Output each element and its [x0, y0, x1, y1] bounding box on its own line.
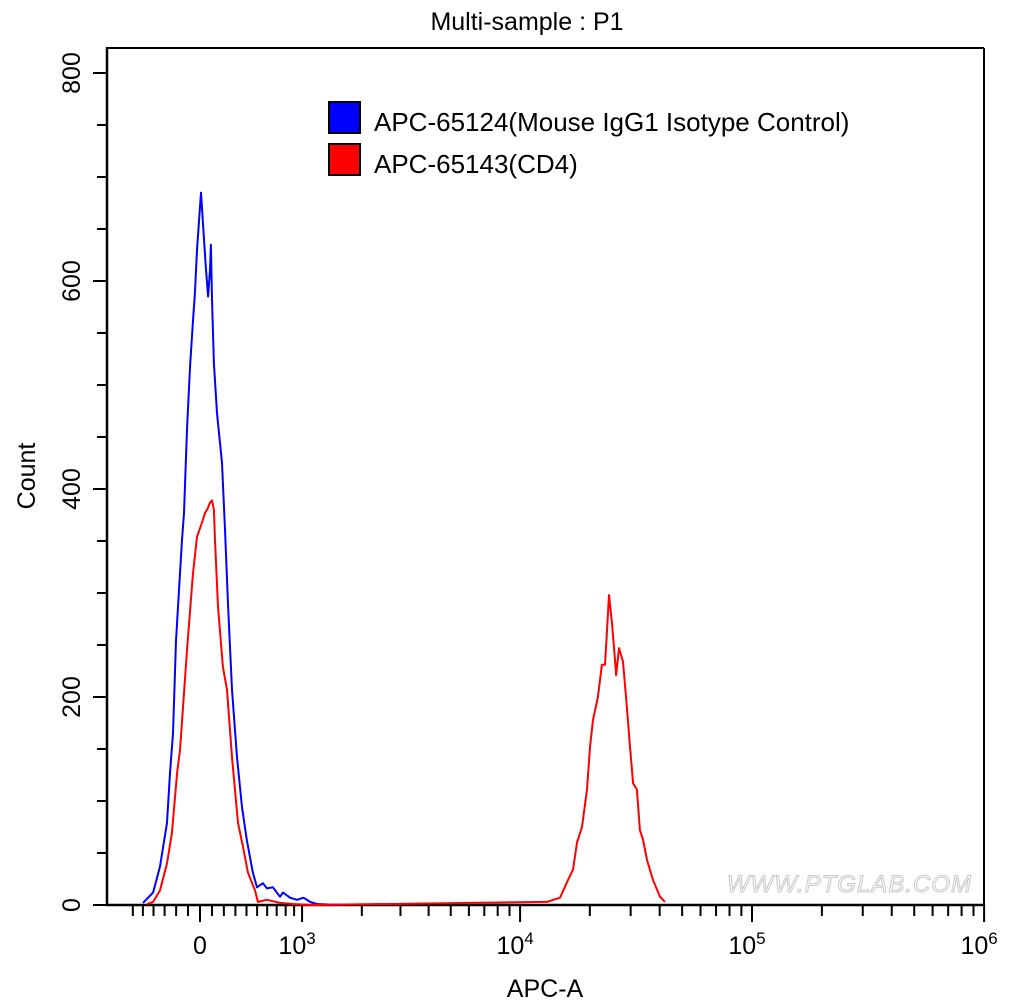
y-axis-label: Count: [13, 443, 41, 510]
series-line-cd4: [146, 499, 666, 906]
x-tick-exponent: 6: [988, 929, 997, 948]
legend-swatch-red: [328, 143, 361, 176]
y-tick-label: 600: [58, 260, 86, 302]
legend: APC-65124(Mouse IgG1 Isotype Control) AP…: [328, 101, 849, 179]
legend-swatch-blue: [328, 101, 361, 134]
x-tick-label: 105: [728, 929, 765, 960]
legend-item-isotype: APC-65124(Mouse IgG1 Isotype Control): [328, 101, 849, 137]
watermark: WWW.PTGLAB.COM: [727, 871, 972, 898]
x-tick-exponent: 3: [306, 929, 315, 948]
y-axis-ticks: 0 200 400 600 800: [58, 52, 107, 912]
y-tick-label: 800: [58, 52, 86, 94]
x-tick-base: 10: [496, 932, 524, 960]
x-tick-label: 0: [193, 932, 207, 960]
y-tick-label: 200: [58, 676, 86, 718]
x-tick-label: 104: [496, 929, 533, 960]
x-tick-base: 10: [278, 932, 306, 960]
y-tick-label: 400: [58, 468, 86, 510]
chart-title: Multi-sample : P1: [430, 8, 623, 36]
series-line-isotype: [142, 191, 341, 906]
x-tick-base: 10: [960, 932, 988, 960]
x-tick-label: 106: [960, 929, 997, 960]
series-group: [142, 191, 666, 906]
x-tick-label: 103: [278, 929, 315, 960]
legend-label-cd4: APC-65143(CD4): [374, 149, 578, 179]
x-tick-base: 10: [728, 932, 756, 960]
legend-label-isotype: APC-65124(Mouse IgG1 Isotype Control): [374, 107, 849, 137]
x-axis-ticks: 0 103 104 105 106: [131, 905, 998, 960]
x-tick-exponent: 4: [524, 929, 533, 948]
plot-frame: [105, 47, 985, 907]
x-tick-base: 0: [193, 932, 207, 960]
x-tick-exponent: 5: [756, 929, 765, 948]
x-axis-label: APC-A: [507, 975, 584, 1003]
legend-item-cd4: APC-65143(CD4): [328, 143, 578, 179]
y-tick-label: 0: [58, 898, 86, 912]
